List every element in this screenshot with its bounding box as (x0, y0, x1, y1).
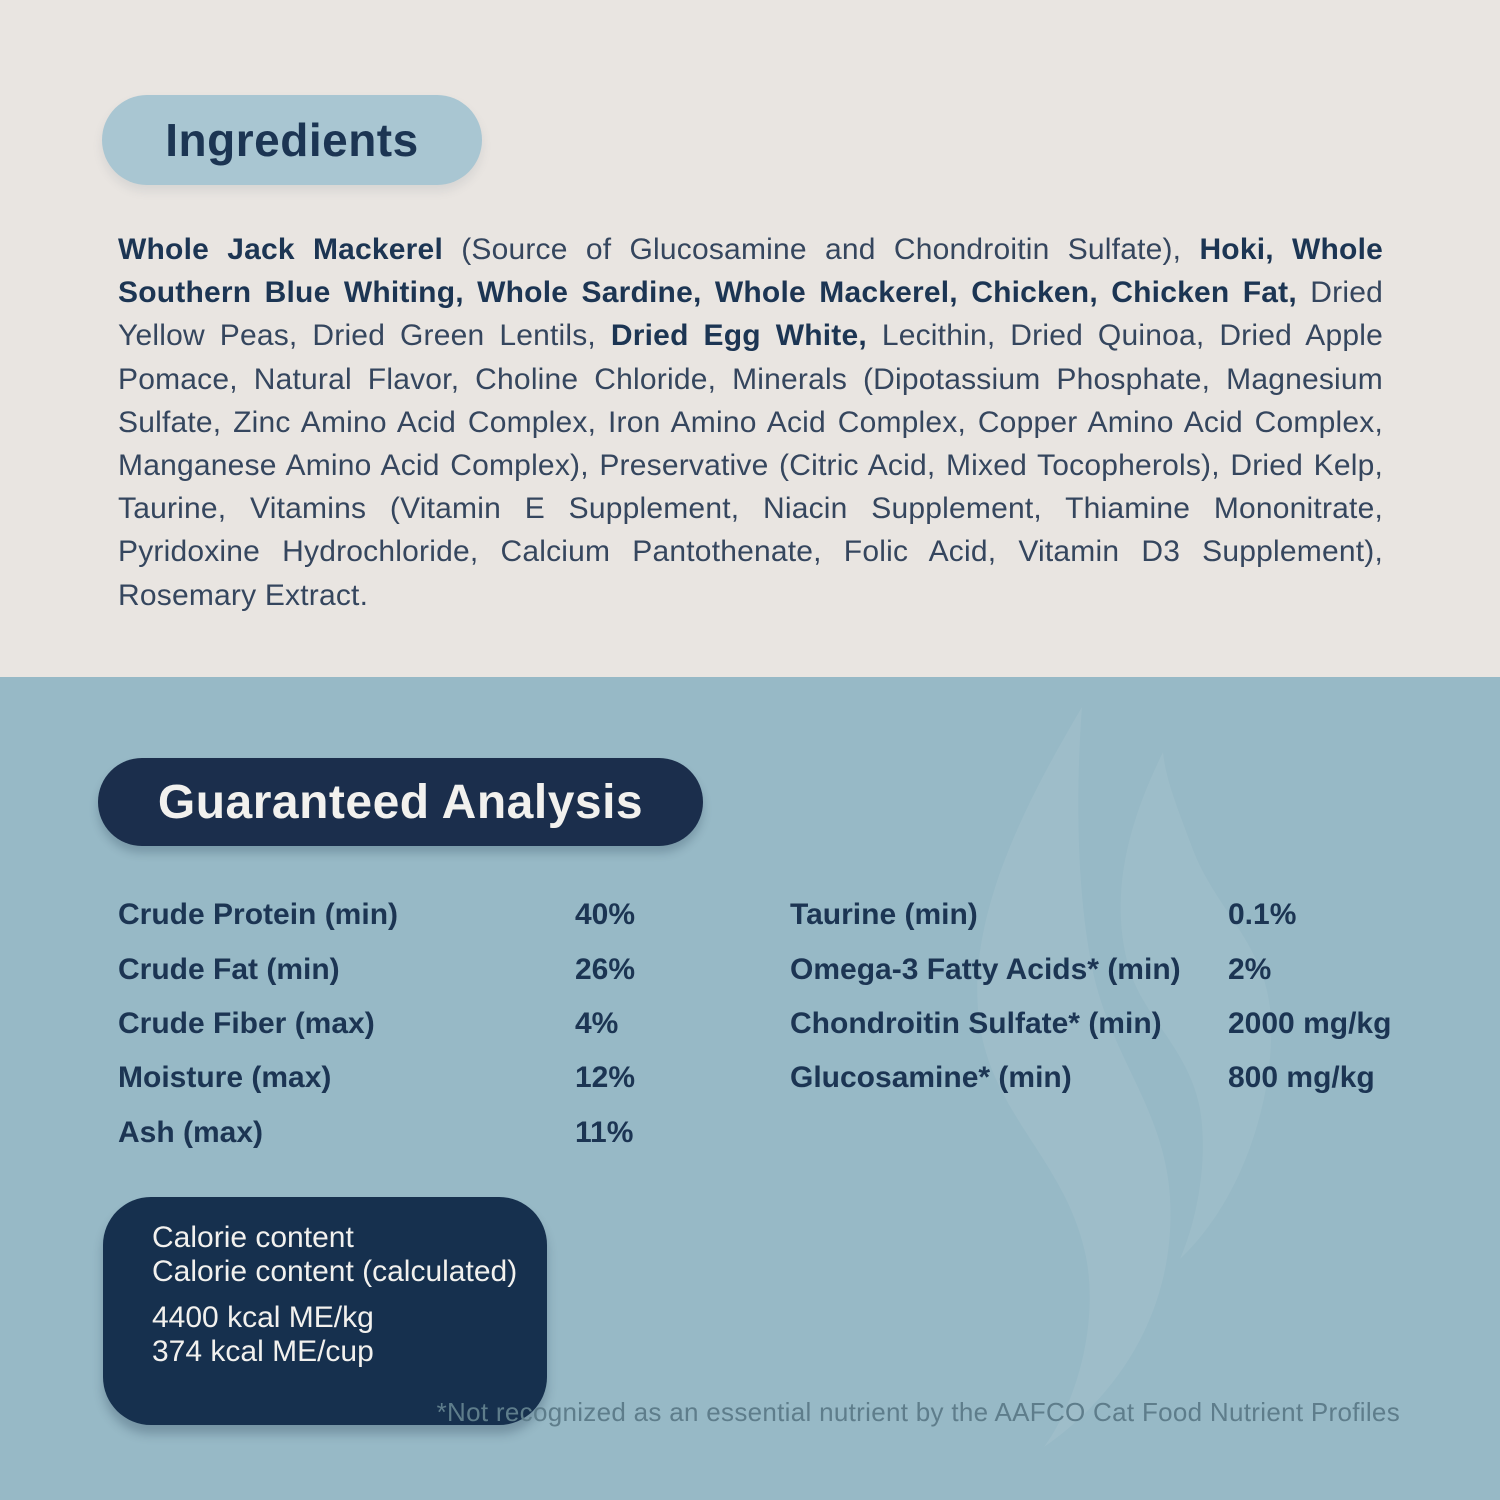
analysis-row-label: Moisture (max) (118, 1061, 332, 1095)
analysis-row-value: 12% (575, 1061, 636, 1095)
analysis-row-value: 11% (575, 1115, 634, 1149)
analysis-row-label: Chondroitin Sulfate* (min) (790, 1006, 1162, 1040)
calorie-value-line: 374 kcal ME/cup (152, 1335, 374, 1368)
calorie-line-gap (152, 1289, 517, 1301)
analysis-row-label: Crude Fiber (max) (118, 1006, 375, 1040)
guaranteed-analysis-title-pill: Guaranteed Analysis (98, 758, 703, 846)
analysis-row: Glucosamine* (min) 800 mg/kg (790, 1051, 1410, 1105)
analysis-row-label: Taurine (min) (790, 898, 978, 932)
analysis-row: Moisture (max) 12% (118, 1051, 758, 1105)
analysis-table-right: Taurine (min) 0.1% Omega-3 Fatty Acids* … (790, 888, 1410, 1106)
analysis-row: Chondroitin Sulfate* (min) 2000 mg/kg (790, 997, 1410, 1051)
calorie-content-box: Calorie content Calorie content (calcula… (103, 1197, 547, 1425)
analysis-row-value: 2% (1228, 952, 1272, 986)
analysis-row-value: 0.1% (1228, 898, 1297, 932)
ingredients-title: Ingredients (165, 114, 419, 166)
calorie-heading-line: Calorie content (152, 1221, 354, 1254)
calorie-heading-line: Calorie content (calculated) (152, 1255, 518, 1288)
analysis-row: Crude Fat (min) 26% (118, 942, 758, 996)
analysis-row-label: Ash (max) (118, 1115, 264, 1149)
analysis-row-label: Crude Protein (min) (118, 898, 399, 932)
analysis-row-label: Glucosamine* (min) (790, 1061, 1072, 1095)
analysis-row-value: 26% (575, 952, 636, 986)
ingredients-text: Whole Jack Mackerel (Source of Glucosami… (118, 233, 1384, 612)
calorie-value-line: 4400 kcal ME/kg (152, 1301, 374, 1334)
analysis-row-value: 2000 mg/kg (1228, 1006, 1392, 1040)
analysis-row: Omega-3 Fatty Acids* (min) 2% (790, 942, 1410, 996)
ingredients-section: Ingredients Whole Jack Mackerel (Source … (0, 0, 1500, 677)
analysis-row-label: Crude Fat (min) (118, 952, 340, 986)
ingredients-title-pill: Ingredients (102, 95, 482, 185)
analysis-row: Ash (max) 11% (118, 1106, 758, 1160)
analysis-table-left: Crude Protein (min) 40% Crude Fat (min) … (118, 888, 758, 1160)
analysis-row-value: 4% (575, 1006, 619, 1040)
analysis-row-label: Omega-3 Fatty Acids* (min) (790, 952, 1181, 986)
analysis-row: Taurine (min) 0.1% (790, 888, 1410, 942)
guaranteed-analysis-title: Guaranteed Analysis (157, 775, 644, 829)
analysis-row: Crude Fiber (max) 4% (118, 997, 758, 1051)
analysis-row: Crude Protein (min) 40% (118, 888, 758, 942)
aafco-footnote: *Not recognized as an essential nutrient… (436, 1397, 1400, 1427)
analysis-row-value: 40% (575, 898, 636, 932)
guaranteed-analysis-section: Guaranteed Analysis Crude Protein (min) … (0, 677, 1500, 1500)
analysis-row-value: 800 mg/kg (1228, 1061, 1375, 1095)
